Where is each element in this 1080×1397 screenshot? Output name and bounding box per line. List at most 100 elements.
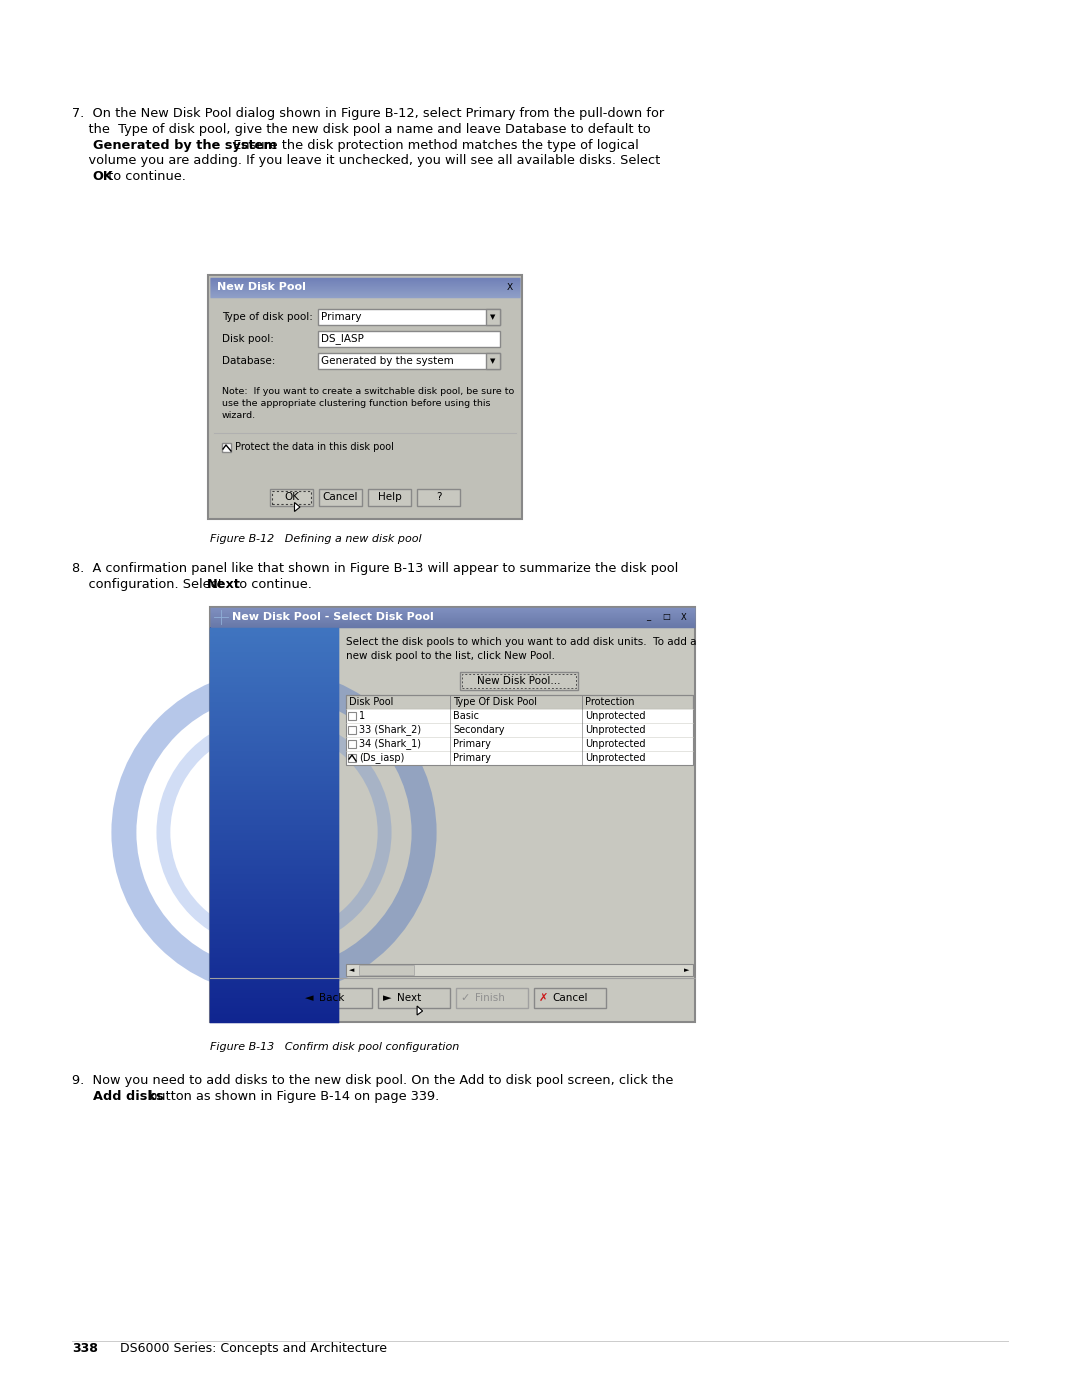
Text: 9.  Now you need to add disks to the new disk pool. On the Add to disk pool scre: 9. Now you need to add disks to the new … (72, 1074, 673, 1087)
Text: ►: ► (685, 967, 690, 972)
Text: Unprotected: Unprotected (585, 739, 646, 749)
Text: to continue.: to continue. (105, 170, 186, 183)
Text: ►: ► (383, 993, 392, 1003)
Text: Secondary: Secondary (454, 725, 504, 735)
Bar (486, 353, 500, 369)
Bar (346, 738, 693, 752)
Text: 7.  On the New Disk Pool dialog shown in Figure B-12, select Primary from the pu: 7. On the New Disk Pool dialog shown in … (72, 108, 664, 120)
Text: volume you are adding. If you leave it unchecked, you will see all available dis: volume you are adding. If you leave it u… (72, 155, 660, 168)
Text: 338: 338 (72, 1343, 98, 1355)
Bar (486, 309, 500, 326)
Text: Back: Back (319, 993, 343, 1003)
Text: Database:: Database: (222, 356, 275, 366)
Text: ✓: ✓ (461, 993, 470, 1003)
Text: Finish: Finish (474, 993, 504, 1003)
Text: Primary: Primary (321, 312, 362, 321)
Bar (270, 489, 313, 506)
Text: DS_IASP: DS_IASP (321, 334, 364, 345)
Bar (318, 309, 500, 326)
Polygon shape (295, 503, 300, 511)
Text: X: X (507, 282, 513, 292)
Text: ◄: ◄ (349, 967, 354, 972)
Bar (503, 279, 517, 295)
Bar (208, 275, 522, 520)
Text: New Disk Pool...: New Disk Pool... (476, 676, 561, 686)
Bar (210, 627, 338, 1023)
Bar (461, 673, 576, 687)
Text: New Disk Pool: New Disk Pool (217, 282, 306, 292)
Bar (272, 490, 311, 503)
Bar (378, 988, 449, 1009)
Text: Protection: Protection (585, 697, 634, 707)
Text: Select the disk pools to which you want to add disk units.  To add a
new disk po: Select the disk pools to which you want … (346, 637, 697, 661)
Text: ✗: ✗ (539, 993, 549, 1003)
Bar (318, 331, 500, 346)
Text: 8.  A confirmation panel like that shown in Figure B-13 will appear to summarize: 8. A confirmation panel like that shown … (72, 562, 678, 576)
Text: Generated by the system: Generated by the system (321, 356, 454, 366)
Bar (232, 717, 303, 728)
Bar (677, 609, 692, 624)
Bar (417, 489, 460, 506)
Text: ▼: ▼ (490, 314, 496, 320)
Polygon shape (417, 1006, 422, 1016)
Text: Basic: Basic (454, 711, 480, 721)
Text: Generated by the system: Generated by the system (93, 138, 276, 152)
Text: ?: ? (435, 492, 442, 502)
Text: button as shown in Figure B-14 on page 339.: button as shown in Figure B-14 on page 3… (145, 1090, 438, 1102)
Bar (642, 609, 656, 624)
Text: Unprotected: Unprotected (585, 725, 646, 735)
Text: Next: Next (207, 578, 241, 591)
Bar (240, 817, 296, 824)
Circle shape (214, 610, 228, 624)
Text: 34 (Shark_1): 34 (Shark_1) (359, 739, 421, 749)
Bar (240, 831, 296, 838)
Text: New Disk Pool - Select Disk Pool: New Disk Pool - Select Disk Pool (232, 612, 434, 622)
Bar (368, 489, 411, 506)
Text: Figure B-13   Confirm disk pool configuration: Figure B-13 Confirm disk pool configurat… (210, 1042, 459, 1052)
Bar (299, 988, 372, 1009)
Bar (348, 712, 356, 719)
Text: Disk pool:: Disk pool: (222, 334, 274, 344)
Text: 33 (Shark_2): 33 (Shark_2) (359, 725, 421, 735)
Text: Next: Next (396, 993, 421, 1003)
Bar (346, 724, 693, 738)
Bar (456, 988, 527, 1009)
Text: . Ensure the disk protection method matches the type of logical: . Ensure the disk protection method matc… (226, 138, 639, 152)
Bar (240, 803, 296, 810)
Bar (240, 789, 296, 796)
Bar (210, 608, 696, 1023)
Text: Type of disk pool:: Type of disk pool: (222, 312, 313, 321)
Bar (346, 710, 693, 724)
FancyBboxPatch shape (232, 686, 303, 963)
Text: DS6000 Series: Concepts and Architecture: DS6000 Series: Concepts and Architecture (120, 1343, 387, 1355)
Text: X: X (681, 612, 687, 622)
Text: Unprotected: Unprotected (585, 711, 646, 721)
Bar (348, 740, 356, 747)
Text: Primary: Primary (454, 753, 491, 763)
Bar (346, 694, 693, 766)
Text: (Ds_iasp): (Ds_iasp) (359, 753, 404, 763)
Text: _: _ (646, 612, 650, 622)
Text: Cancel: Cancel (553, 993, 588, 1003)
Text: Add disks: Add disks (93, 1090, 163, 1102)
Text: OK: OK (284, 492, 299, 502)
Text: Cancel: Cancel (323, 492, 359, 502)
Text: Note:  If you want to create a switchable disk pool, be sure to
use the appropri: Note: If you want to create a switchable… (222, 387, 514, 420)
Bar (359, 965, 414, 975)
Bar (534, 988, 606, 1009)
Bar (318, 353, 500, 369)
Text: Unprotected: Unprotected (585, 753, 646, 763)
Text: to continue.: to continue. (230, 578, 312, 591)
Text: Type Of Disk Pool: Type Of Disk Pool (454, 697, 537, 707)
Text: Help: Help (378, 492, 402, 502)
Text: □: □ (662, 612, 670, 622)
Bar (237, 816, 299, 954)
Text: OK: OK (93, 170, 113, 183)
Text: Figure B-12   Defining a new disk pool: Figure B-12 Defining a new disk pool (210, 534, 421, 543)
Text: Primary: Primary (454, 739, 491, 749)
Text: 1: 1 (359, 711, 365, 721)
Bar (240, 845, 296, 852)
Bar (348, 754, 356, 761)
Bar (459, 672, 578, 690)
Text: configuration. Select: configuration. Select (72, 578, 227, 591)
